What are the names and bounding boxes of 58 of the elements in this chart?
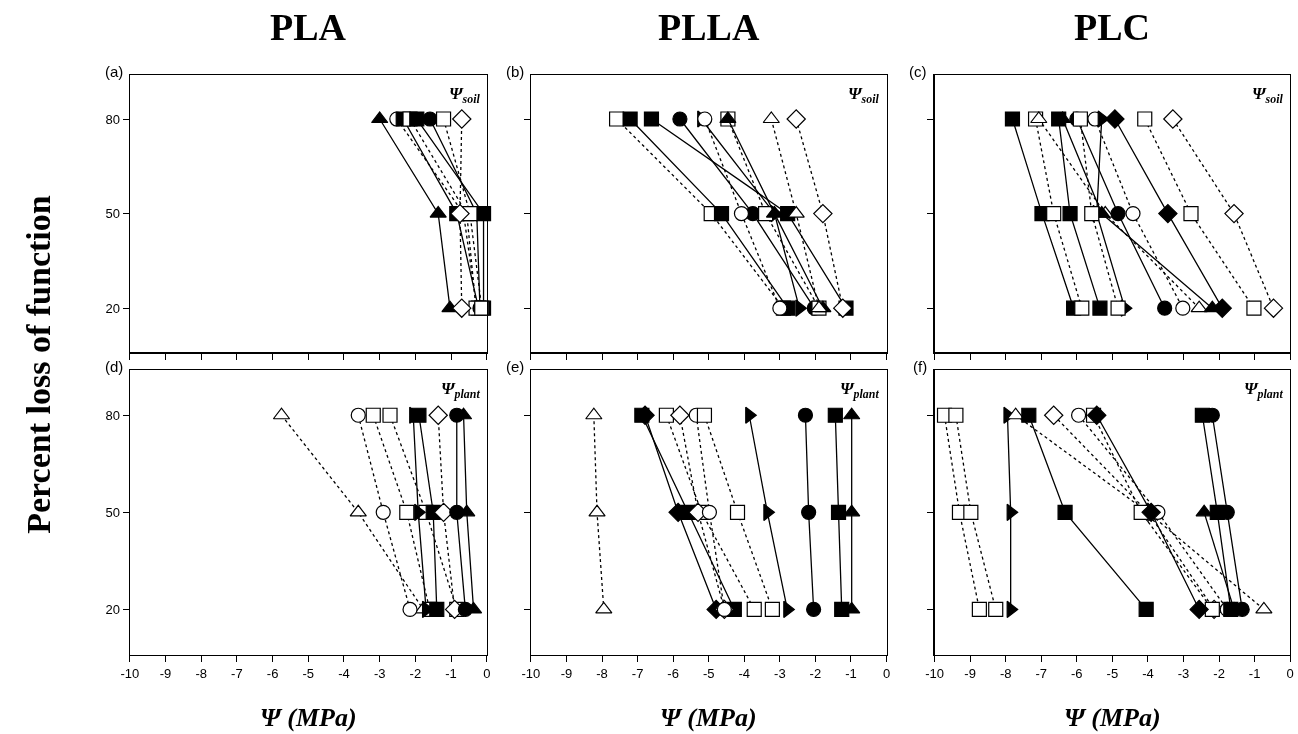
x-tick-label: -1	[1248, 665, 1261, 681]
x-tick-label: -9	[964, 665, 976, 681]
y-axis-title: Percent loss of function	[20, 195, 58, 534]
x-tick-label: -6	[1071, 665, 1083, 681]
x-tick-label: -8	[999, 665, 1012, 681]
x-tick-label: -2	[1213, 665, 1225, 681]
annotation: Ψ$_{plant}$	[840, 379, 880, 401]
x-tick-label: -3	[373, 665, 386, 681]
y-tick-label: 80	[105, 111, 120, 127]
x-tick-label: -10	[925, 665, 944, 681]
x-tick-label: -4	[338, 665, 350, 681]
x-tick-label: 0	[483, 665, 491, 681]
x-tick-label: 0	[1286, 665, 1294, 681]
annotation: Ψ$_{soil}$	[848, 84, 880, 106]
x-tick-label: -2	[409, 665, 422, 681]
chart-title: PLC	[1074, 6, 1150, 48]
y-tick-label: 80	[105, 407, 120, 423]
y-tick-label: 20	[105, 300, 120, 316]
x-tick-label: -9	[159, 665, 172, 681]
y-tick-label: 50	[105, 504, 120, 520]
x-tick-label: -4	[1142, 665, 1154, 681]
x-tick-label: -1	[845, 665, 857, 681]
annotation: Ψ$_{soil}$	[449, 84, 481, 106]
text: (e)	[506, 358, 525, 375]
x-tick-label: -5	[1106, 665, 1119, 681]
x-axis-title: Ψ (MPa)	[1064, 703, 1161, 732]
x-tick-label: -10	[120, 665, 140, 681]
x-tick-label: -7	[631, 665, 644, 681]
x-axis-title: Ψ (MPa)	[260, 703, 357, 732]
text: (c)	[909, 63, 927, 80]
x-tick-label: -3	[774, 665, 786, 681]
y-tick-label: 20	[105, 601, 120, 617]
annotation: Ψ$_{plant}$	[441, 379, 481, 401]
chart-title: PLA	[270, 6, 347, 48]
x-tick-label: -6	[667, 665, 679, 681]
text: (f)	[913, 358, 928, 375]
x-tick-label: -6	[266, 665, 279, 681]
chart-title: PLLA	[658, 6, 760, 48]
x-tick-label: -7	[1035, 665, 1048, 681]
x-tick-label: -8	[596, 665, 608, 681]
x-tick-label: -9	[560, 665, 573, 681]
x-tick-label: 0	[882, 665, 891, 681]
x-tick-label: -5	[702, 665, 715, 681]
x-tick-label: -2	[809, 665, 822, 681]
y-tick-label: 50	[105, 206, 120, 222]
x-tick-label: -8	[195, 665, 207, 681]
x-tick-label: -5	[302, 665, 315, 681]
annotation: Ψ$_{soil}$	[1252, 84, 1284, 106]
text: (d)	[105, 358, 124, 375]
x-tick-label: -7	[231, 665, 243, 681]
annotation: Ψ$_{plant}$	[1244, 379, 1284, 401]
x-tick-label: -4	[738, 665, 751, 681]
x-tick-label: -10	[521, 665, 541, 681]
x-tick-label: -1	[445, 665, 457, 681]
text: (a)	[105, 63, 124, 80]
x-axis-title: Ψ (MPa)	[660, 703, 757, 732]
text: (b)	[506, 63, 525, 80]
x-tick-label: -3	[1177, 665, 1190, 681]
